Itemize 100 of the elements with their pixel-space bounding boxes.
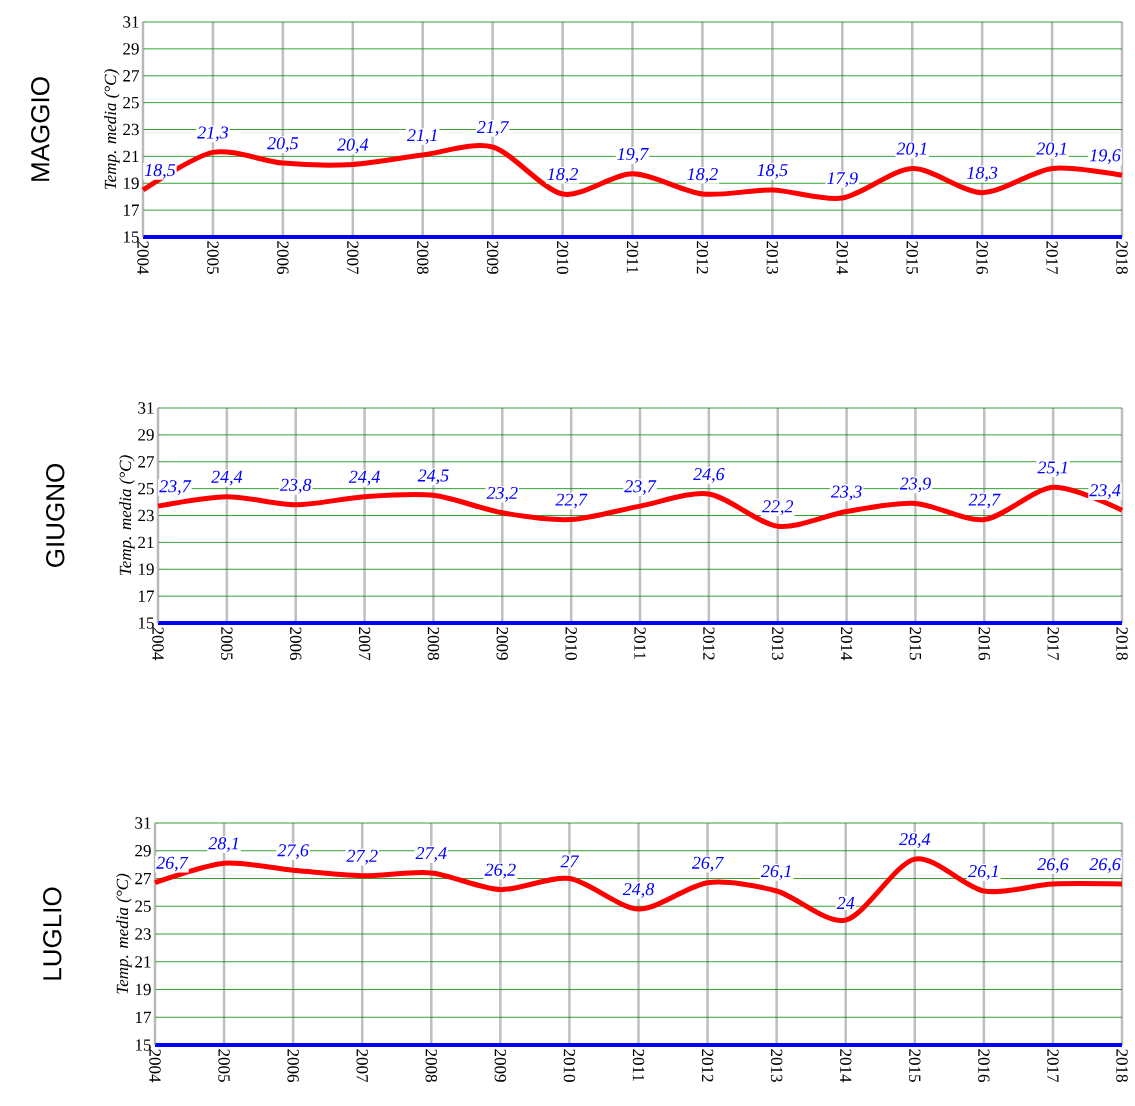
y-axis-title: Temp. media (°C) (116, 873, 132, 994)
x-tick-label: 2005 (207, 241, 219, 274)
x-tick-label: 2013 (766, 241, 779, 274)
y-tick-label: 25 (135, 900, 151, 912)
data-label: 21,7 (476, 121, 510, 136)
x-tick-label: 2011 (632, 1049, 645, 1081)
data-label: 26,1 (760, 865, 791, 880)
data-label: 20,1 (1036, 142, 1066, 158)
y-tick-label: 21 (123, 150, 139, 163)
data-label: 26,2 (484, 863, 516, 879)
data-label: 22,2 (761, 500, 794, 516)
x-tick-label: 2009 (486, 241, 499, 274)
x-tick-label: 2016 (978, 1049, 990, 1083)
data-label: 23,9 (899, 477, 931, 493)
data-label: 24,6 (693, 468, 725, 483)
data-label: 24,4 (348, 470, 380, 486)
x-tick-label: 2011 (626, 241, 639, 273)
x-tick-label: 2004 (152, 627, 164, 661)
x-tick-label: 2005 (218, 1049, 230, 1082)
x-tick-label: 2012 (703, 627, 715, 660)
y-tick-label: 15 (135, 1039, 151, 1051)
y-tick-label: 29 (123, 43, 139, 55)
y-tick-label: 21 (138, 536, 154, 549)
text: LUGLIO (43, 887, 62, 980)
data-label: 24,8 (622, 883, 655, 898)
x-tick-label: 2010 (563, 1049, 576, 1082)
data-label: 27,4 (415, 847, 447, 862)
x-tick-label: 2017 (1047, 627, 1059, 661)
data-label: 18,2 (547, 168, 578, 183)
x-tick-label: 2018 (1116, 241, 1128, 274)
x-tick-label: 2004 (149, 1049, 161, 1083)
x-tick-label: 2017 (1046, 241, 1058, 275)
y-tick-label: 17 (135, 1011, 151, 1023)
y-tick-label: 19 (138, 563, 154, 575)
y-tick-label: 23 (135, 928, 151, 940)
x-tick-label: 2013 (770, 1049, 783, 1082)
data-label: 23,8 (279, 478, 312, 494)
y-tick-label: 31 (138, 402, 154, 414)
y-tick-label: 29 (138, 429, 154, 441)
x-tick-label: 2014 (836, 241, 849, 275)
y-tick-label: 17 (123, 204, 139, 216)
x-tick-label: 2016 (978, 627, 991, 661)
x-tick-label: 2004 (137, 241, 149, 275)
data-label: 28,4 (899, 833, 931, 848)
y-tick-label: 23 (123, 123, 139, 136)
data-label: 22,7 (968, 493, 1001, 509)
data-label: 26,7 (691, 856, 724, 872)
y-tick-label: 19 (123, 177, 139, 189)
y-tick-label: 19 (135, 983, 151, 996)
y-tick-label: 31 (135, 817, 151, 829)
data-label: 26,7 (156, 856, 189, 872)
y-tick-label: 31 (123, 16, 139, 28)
data-label: 23,4 (1089, 484, 1121, 499)
y-tick-label: 27 (138, 456, 154, 468)
data-label: 22,7 (555, 493, 588, 509)
x-tick-label: 2007 (358, 627, 371, 661)
data-label: 23,7 (624, 480, 657, 495)
x-tick-label: 2010 (565, 627, 577, 660)
x-tick-label: 2007 (356, 1049, 368, 1083)
data-label: 28,1 (208, 837, 238, 853)
y-tick-label: 25 (138, 482, 154, 495)
y-tick-label: 27 (135, 872, 151, 885)
y-axis-title: Temp. media (°C) (104, 69, 120, 190)
text: GIUGNO (46, 464, 65, 567)
data-label: 19,7 (617, 147, 649, 163)
x-tick-label: 2006 (277, 241, 289, 275)
data-label: 18,5 (757, 164, 788, 179)
x-tick-label: 2014 (839, 1049, 852, 1083)
x-tick-label: 2017 (1047, 1049, 1059, 1083)
y-tick-label: 27 (123, 70, 139, 82)
x-tick-label: 2005 (221, 627, 233, 660)
y-tick-label: 15 (123, 231, 139, 243)
x-tick-label: 2013 (771, 627, 784, 660)
y-tick-label: 21 (135, 956, 151, 968)
data-label: 24 (836, 897, 855, 909)
data-label: 17,9 (827, 172, 858, 187)
x-tick-label: 2012 (701, 1049, 714, 1082)
x-tick-label: 2009 (496, 627, 509, 660)
x-tick-label: 2008 (425, 1049, 438, 1082)
data-label: 25,1 (1037, 461, 1067, 477)
data-label: 24,4 (211, 470, 243, 486)
y-tick-label: 15 (138, 617, 154, 629)
data-label: 18,3 (967, 166, 998, 182)
data-label: 24,5 (417, 469, 449, 485)
y-tick-label: 23 (138, 509, 154, 522)
x-tick-label: 2015 (909, 627, 922, 660)
data-label: 23,3 (830, 485, 862, 501)
data-label: 23,7 (159, 480, 192, 495)
x-tick-label: 2010 (556, 241, 569, 274)
x-tick-label: 2008 (416, 241, 429, 274)
x-tick-label: 2015 (909, 1049, 921, 1082)
x-tick-label: 2007 (347, 241, 359, 275)
data-label: 27,6 (277, 844, 309, 859)
data-label: 20,1 (896, 142, 927, 158)
data-label: 27,2 (346, 849, 378, 865)
data-label: 20,4 (337, 138, 369, 154)
x-tick-label: 2016 (976, 241, 988, 275)
x-tick-label: 2011 (634, 627, 646, 659)
data-label: 23,2 (486, 486, 518, 502)
data-label: 20,5 (267, 137, 299, 152)
